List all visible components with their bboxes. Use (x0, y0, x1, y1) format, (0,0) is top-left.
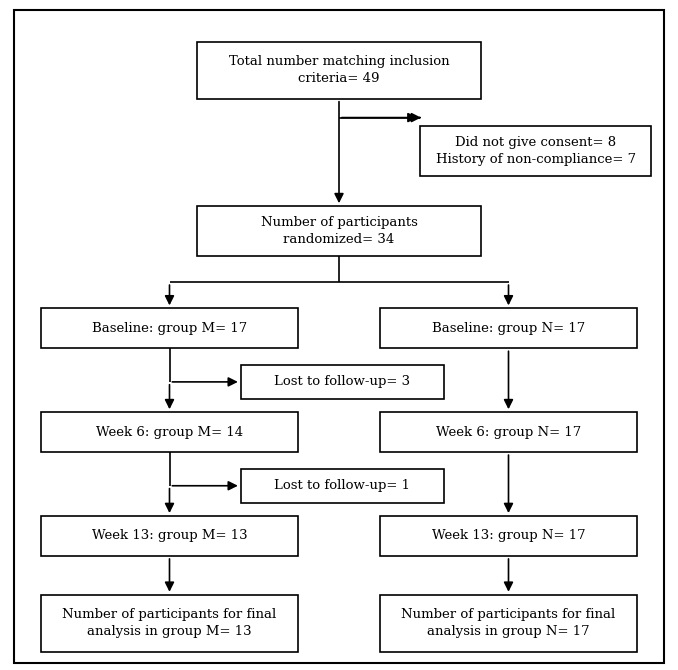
Bar (241, 469, 444, 502)
Text: Total number matching inclusion
criteria= 49: Total number matching inclusion criteria… (228, 56, 450, 85)
Text: Baseline: group M= 17: Baseline: group M= 17 (92, 322, 247, 335)
Bar (41, 308, 298, 348)
Bar (41, 595, 298, 651)
Text: Number of participants for final
analysis in group N= 17: Number of participants for final analysi… (401, 608, 616, 638)
Bar (197, 42, 481, 98)
Text: Week 6: group M= 14: Week 6: group M= 14 (96, 425, 243, 439)
Bar (420, 126, 651, 176)
Text: Did not give consent= 8
History of non-compliance= 7: Did not give consent= 8 History of non-c… (435, 136, 636, 165)
Bar (380, 516, 637, 556)
Text: Lost to follow-up= 1: Lost to follow-up= 1 (275, 479, 410, 492)
Text: Number of participants
randomized= 34: Number of participants randomized= 34 (260, 216, 418, 246)
Bar (41, 516, 298, 556)
Bar (241, 365, 444, 399)
Text: Week 13: group M= 13: Week 13: group M= 13 (92, 529, 247, 543)
Text: Week 6: group N= 17: Week 6: group N= 17 (436, 425, 581, 439)
Bar (41, 412, 298, 452)
Text: Week 13: group N= 17: Week 13: group N= 17 (432, 529, 585, 543)
Bar (380, 412, 637, 452)
Bar (197, 206, 481, 256)
Bar (380, 595, 637, 651)
Text: Lost to follow-up= 3: Lost to follow-up= 3 (275, 375, 410, 389)
Text: Baseline: group N= 17: Baseline: group N= 17 (432, 322, 585, 335)
Text: Number of participants for final
analysis in group M= 13: Number of participants for final analysi… (62, 608, 277, 638)
Bar (380, 308, 637, 348)
